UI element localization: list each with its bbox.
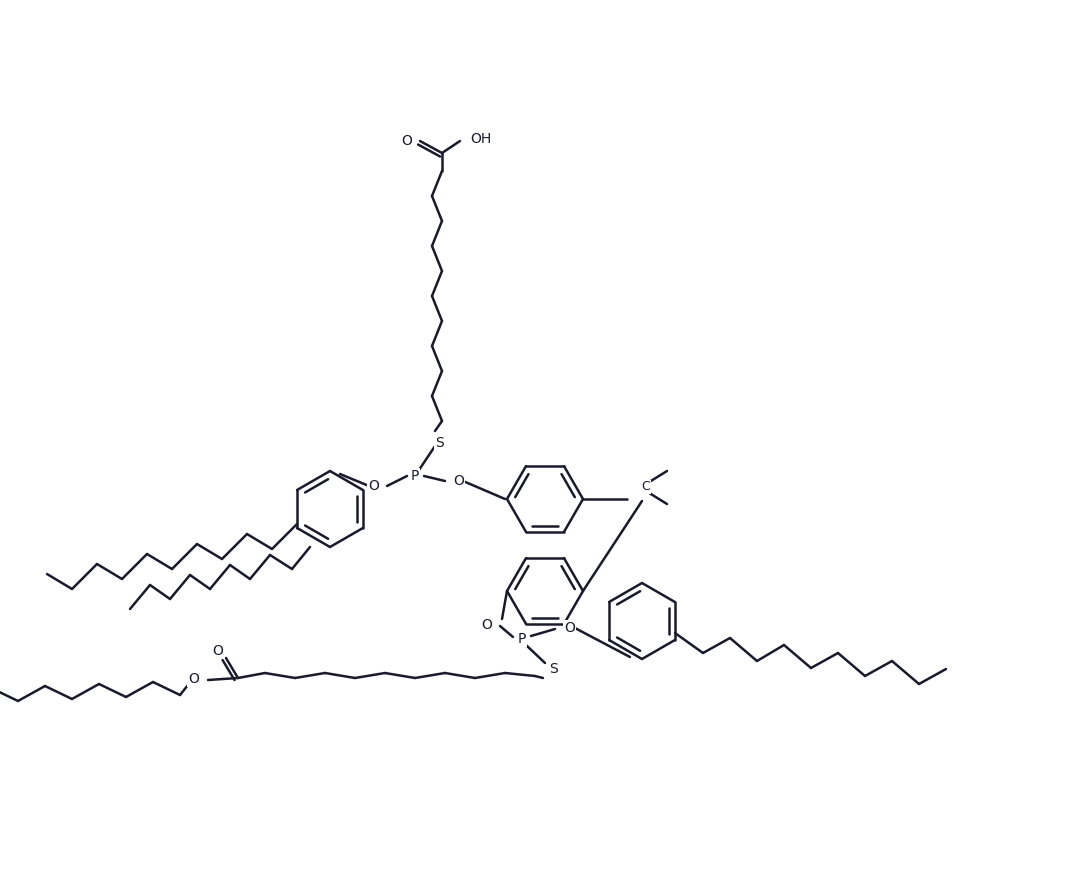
Text: O: O (213, 644, 223, 658)
Text: P: P (518, 632, 527, 646)
Text: O: O (401, 134, 412, 148)
Text: S: S (435, 436, 443, 450)
Text: O: O (453, 474, 464, 488)
Text: S: S (548, 662, 558, 676)
Text: O: O (564, 621, 575, 635)
Text: O: O (188, 672, 199, 686)
Text: OH: OH (470, 132, 491, 146)
Text: C: C (642, 480, 651, 493)
Text: O: O (481, 618, 492, 632)
Text: P: P (411, 469, 419, 483)
Text: O: O (368, 479, 379, 493)
